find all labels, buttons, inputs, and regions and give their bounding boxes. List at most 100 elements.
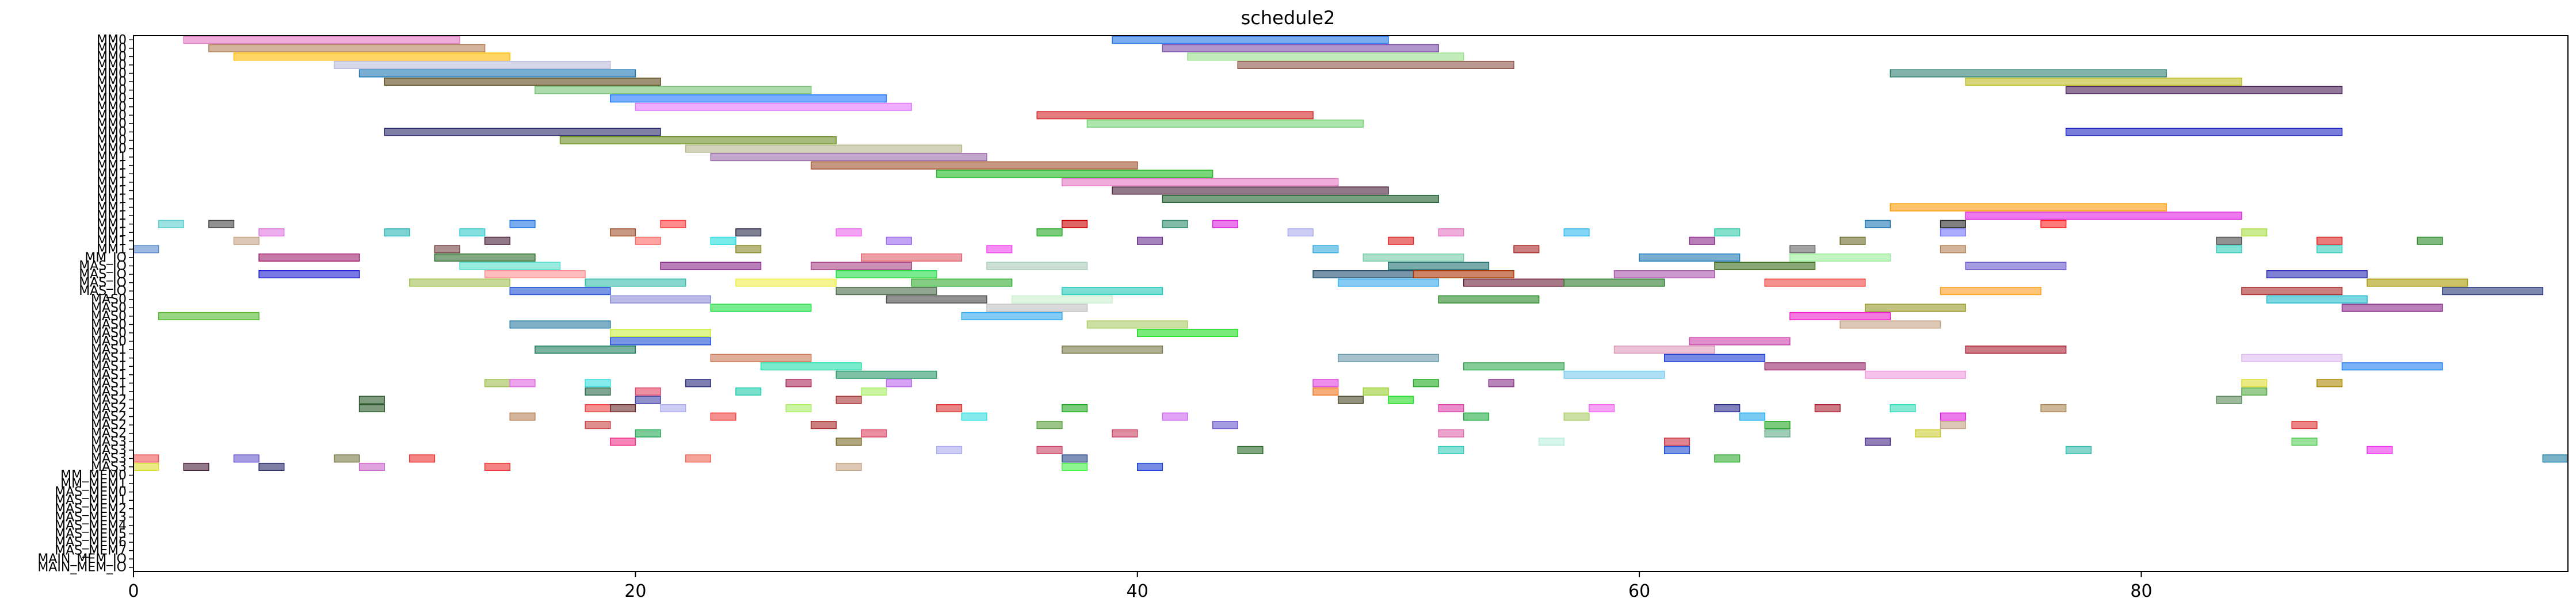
gantt-bar [1363,253,1464,262]
y-tick-label: MAS2 [91,393,127,407]
gantt-bar [710,236,736,245]
gantt-bar [685,379,711,388]
y-tick-label: MAS1 [91,385,127,399]
gantt-bar [484,236,511,245]
gantt-bar [635,236,661,245]
y-tick-label: MM1 [97,217,127,232]
gantt-bar [1864,220,1891,228]
y-tick-label: MAS_MEM2 [55,502,127,516]
gantt-bar [1613,346,1715,354]
gantt-bar [1463,412,1490,421]
gantt-bar [1237,60,1514,69]
gantt-bar [610,295,711,304]
gantt-bar [685,144,963,153]
gantt-bar [1438,295,1540,304]
gantt-bar [585,278,686,287]
gantt-bar [785,379,812,388]
gantt-bar [986,262,1088,270]
gantt-bar [911,278,1013,287]
gantt-bar [1337,396,1364,404]
gantt-bar [358,462,385,471]
y-tick-label: MAS2 [91,401,127,416]
gantt-bar [1036,446,1063,454]
gantt-bar [1363,387,1389,396]
gantt-bar [1764,421,1791,429]
gantt-bar [1840,236,1866,245]
gantt-bar [835,370,937,379]
gantt-bar [1639,253,1741,262]
gantt-bar [685,454,711,463]
gantt-bar [635,387,661,396]
gantt-bar [535,346,636,354]
gantt-bar [1388,236,1414,245]
gantt-bar [1162,44,1439,52]
gantt-bar [1538,438,1565,446]
gantt-bar [835,438,862,446]
y-tick-label: MAS3 [91,435,127,449]
gantt-bar [1036,111,1314,120]
gantt-bar [1940,412,1966,421]
y-tick-label: MM0 [97,142,127,156]
gantt-bar [1086,119,1364,128]
y-tick-label: MAS0 [91,326,127,340]
gantt-bar [1062,346,1163,354]
gantt-bar [2542,454,2569,463]
gantt-bar [710,354,812,362]
gantt-bar [835,462,862,471]
gantt-bar [1388,262,1490,270]
gantt-bar [936,404,963,413]
gantt-bar [585,379,611,388]
gantt-bar [1212,421,1238,429]
gantt-bar [1915,429,1941,438]
gantt-bar [459,262,561,270]
gantt-bar [1112,36,1389,44]
gantt-bar [1438,228,1464,237]
gantt-bar [1940,245,1966,254]
gantt-bar [509,287,611,296]
y-tick-label: MAS3 [91,460,127,474]
gantt-bar [1940,228,1966,237]
gantt-bar [2291,438,2318,446]
gantt-bar [1212,220,1238,228]
y-tick-label: MAIN_MEM_IO [37,561,127,575]
gantt-bar [133,462,159,471]
gantt-bar [936,170,1213,178]
gantt-bar [660,220,686,228]
gantt-bar [2317,245,2343,254]
gantt-bar [1739,412,1765,421]
gantt-bar [936,446,963,454]
y-tick-label: MAS0 [91,301,127,315]
y-tick-label: MAS0 [91,317,127,332]
gantt-bar [559,136,837,145]
gantt-bar [384,78,661,86]
y-tick-label: MAIN_MEM_IO [37,552,127,566]
gantt-bar [484,462,511,471]
gantt-bar [810,161,1138,170]
gantt-bar [610,228,636,237]
gantt-bar [1589,404,1615,413]
gantt-bar [1488,379,1514,388]
y-tick-label: MAS_IO [79,276,127,290]
gantt-bar [735,245,762,254]
gantt-bar [1613,270,1715,279]
gantt-bar [585,404,611,413]
gantt-bar [2065,446,2092,454]
gantt-bar [1312,270,1414,279]
gantt-bar [760,362,862,371]
gantt-bar [1840,320,1941,329]
gantt-bar [233,236,259,245]
y-tick-label: MM0 [97,41,127,56]
gantt-bar [2040,404,2067,413]
gantt-bar [1864,438,1891,446]
x-axis: 0 20 40 60 80 [128,572,2153,601]
gantt-bar [509,220,536,228]
gantt-bar [1112,429,1138,438]
gantt-bar [835,287,937,296]
y-tick-label: MM0 [97,33,127,47]
y-tick-label: MM1 [97,175,127,190]
gantt-bar [2241,387,2268,396]
gantt-bar [1764,429,1791,438]
gantt-bar [1463,278,1565,287]
gantt-bar [2241,354,2343,362]
